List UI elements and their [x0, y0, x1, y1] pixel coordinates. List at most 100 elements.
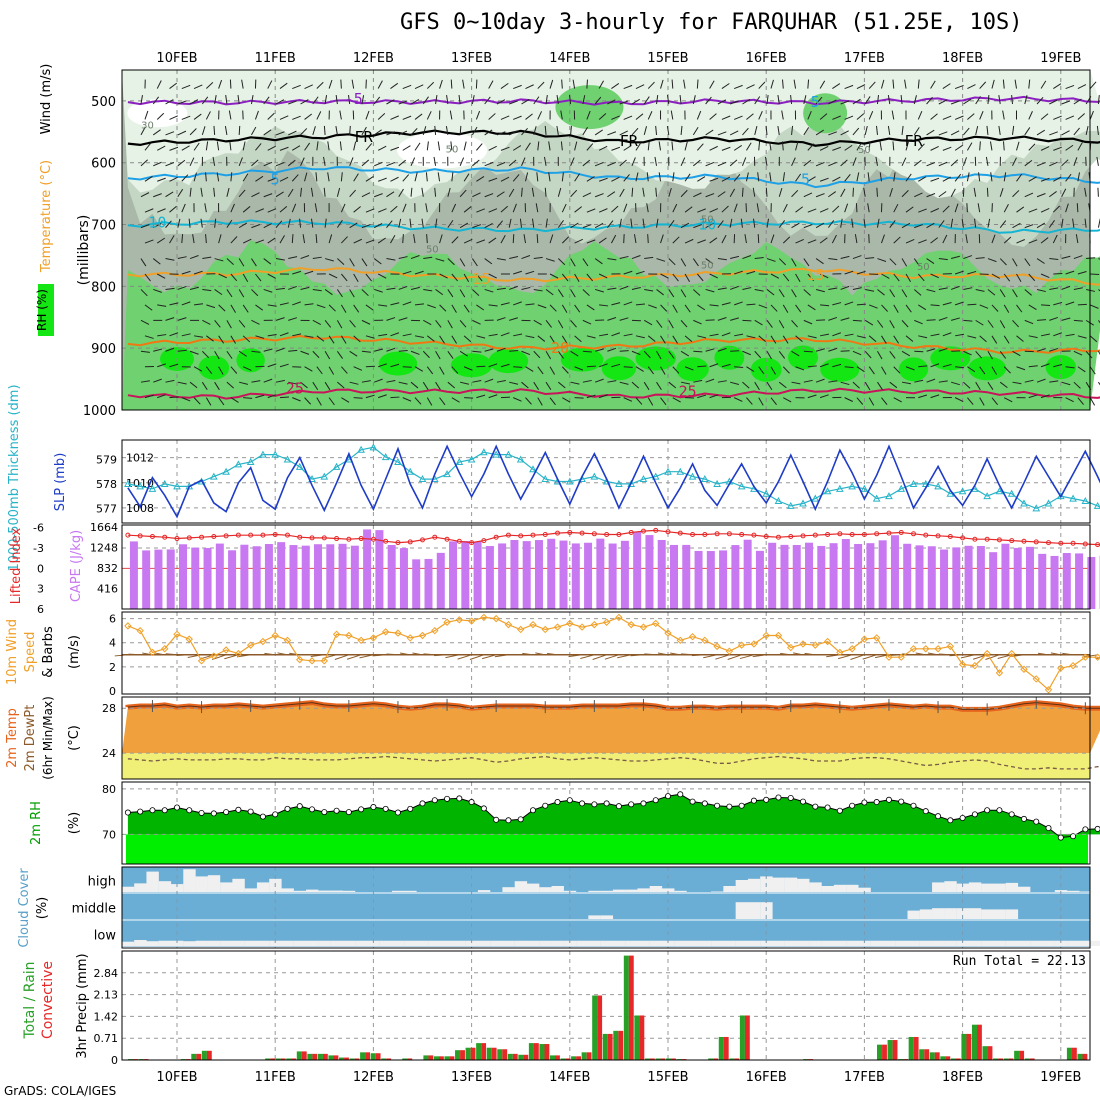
wind-barb: [1003, 335, 1010, 344]
wind-barb: [279, 302, 289, 306]
wind-barb: [450, 79, 453, 89]
precip-total-bar: [982, 1046, 988, 1060]
isotherm-label: 5: [801, 170, 810, 188]
wind-barb: [889, 187, 893, 197]
cloud-cover-bar: [318, 940, 331, 946]
wind-barb: [1003, 236, 1012, 244]
wind-barb: [979, 110, 984, 120]
wind-barb: [1036, 129, 1046, 136]
wind-barb: [1024, 95, 1028, 105]
wind-speed-point: [590, 620, 599, 629]
wind-barb: [611, 363, 621, 368]
wind-barb: [586, 304, 595, 311]
wind-barb: [140, 192, 150, 198]
wind-barb: [181, 234, 184, 244]
wind-barb: [1049, 316, 1058, 321]
wind-barb: [791, 125, 794, 135]
wind-barb: [586, 239, 596, 244]
wind-barb: [778, 220, 786, 228]
wind-barb: [484, 222, 493, 229]
precip-axis-label-a: Total / Rain: [22, 961, 38, 1039]
wind-barb: [856, 303, 866, 306]
rh2m-point: [922, 808, 929, 815]
wind-barb: [475, 110, 481, 120]
wind-barb: [378, 304, 388, 307]
rh2m-point: [1033, 818, 1040, 825]
wind-barb: [537, 397, 543, 406]
wind-barb: [831, 234, 837, 244]
wind-barb: [512, 203, 517, 213]
li-point: [469, 540, 475, 546]
wind-axis-label-c: & Barbs: [41, 626, 56, 678]
wind-barb: [754, 126, 758, 136]
wind-barb: [938, 161, 948, 167]
wind-barb: [782, 366, 790, 374]
wind-barb: [193, 142, 200, 151]
wind-barb: [893, 304, 899, 313]
li-point: [284, 532, 290, 538]
cloud-cover-bar: [1005, 882, 1019, 892]
wind-barb: [279, 115, 289, 120]
cape-bar: [1062, 553, 1071, 609]
wind-barb: [783, 397, 792, 403]
wind-barb: [570, 258, 576, 267]
wind-barb: [562, 397, 571, 403]
wind-barb: [496, 220, 503, 228]
wind-barb: [917, 110, 923, 120]
isotherm-line: [127, 166, 1100, 189]
wind-barb: [856, 113, 865, 120]
li-point: [481, 538, 487, 544]
wind-barb: [508, 159, 517, 167]
wind-barb: [496, 131, 506, 136]
wind-barb: [942, 332, 952, 337]
wind-barb: [630, 218, 633, 228]
wind-barb: [365, 335, 375, 339]
wind-barb: [1084, 187, 1087, 197]
date-label-top: 19FEB: [1040, 51, 1081, 66]
cloud-cover-bar: [747, 878, 761, 892]
wind-barb: [574, 238, 583, 244]
wind-barb: [1089, 397, 1096, 406]
li-point: [775, 534, 781, 540]
rh2m-point: [370, 804, 377, 811]
wind-speed-point: [688, 633, 697, 641]
wind-barb: [962, 157, 968, 166]
wind-barb: [336, 320, 343, 329]
wind-barb: [905, 366, 915, 371]
cloud-cover-bar: [625, 889, 638, 892]
wind-barb: [758, 141, 761, 151]
precip-total-bar: [549, 1055, 556, 1060]
wind-barb: [251, 126, 257, 136]
wind-barb: [458, 95, 461, 105]
wind-barb: [1073, 381, 1081, 389]
wind-barb: [509, 381, 519, 385]
wind-barb: [893, 366, 901, 374]
wind-barb: [844, 366, 854, 369]
precip-total-bar: [708, 1058, 714, 1060]
wind-barb: [194, 303, 204, 306]
wind-barb: [926, 378, 936, 383]
wind-barb: [402, 397, 412, 402]
wind-barb: [509, 100, 518, 105]
rh2m-point: [591, 801, 598, 808]
wind-barb: [140, 159, 148, 167]
thickness-tick: 578: [96, 478, 117, 491]
panel-frame: [121, 439, 1091, 524]
wind-barb: [1002, 110, 1005, 120]
precip-total-bar: [1024, 1058, 1030, 1060]
wind-barb: [193, 172, 197, 182]
wind-barb: [977, 203, 981, 213]
cape-bar: [620, 540, 629, 609]
wind-barb: [238, 189, 246, 198]
wind-barb: [635, 172, 639, 182]
wind-barb: [757, 172, 760, 182]
wind-barb: [727, 654, 742, 660]
cape-axis-label: CAPE (J/kg): [69, 530, 84, 602]
cloud-cover-bar: [502, 940, 515, 946]
wind-barb: [328, 366, 335, 375]
wind-barb: [684, 173, 691, 182]
wind-barb: [205, 234, 207, 244]
rh-contour-label: 50: [917, 262, 930, 273]
wind-barb: [349, 350, 358, 357]
wind-barb: [607, 258, 617, 261]
